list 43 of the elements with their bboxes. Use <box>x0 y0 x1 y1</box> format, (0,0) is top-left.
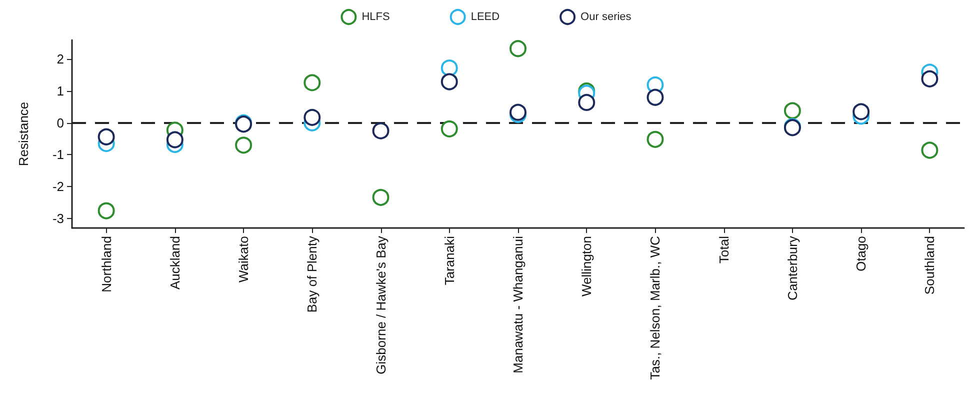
point <box>646 130 664 148</box>
point <box>372 188 390 206</box>
legend-label: HLFS <box>362 11 390 23</box>
legend-label: LEED <box>470 11 500 23</box>
point <box>578 94 596 111</box>
point <box>510 40 526 58</box>
x-tick-label: Auckland <box>167 236 182 290</box>
x-tick-label: Waikato <box>236 236 252 282</box>
point <box>372 122 390 140</box>
x-tick-label: Northland <box>98 236 114 292</box>
y-tick-label: -3 <box>52 210 64 226</box>
x-tick-label: Manawatu - Whanganui <box>510 236 526 374</box>
legend-label: Our series <box>580 11 632 23</box>
y-tick-label: 2 <box>56 52 64 67</box>
point <box>235 136 252 154</box>
x-tick-label: Otago <box>854 236 869 272</box>
x-tick-label: Total <box>716 236 732 264</box>
point <box>440 73 458 90</box>
y-tick-label: -2 <box>52 179 64 194</box>
point <box>646 88 664 106</box>
y-axis-title: Resistance <box>16 102 31 166</box>
x-tick-label: Taranaki <box>442 236 457 286</box>
point <box>921 142 938 159</box>
point <box>98 202 115 220</box>
y-tick-label: 0 <box>56 115 64 130</box>
point <box>304 108 321 126</box>
point <box>921 70 938 88</box>
y-tick-label: -1 <box>52 147 64 162</box>
point <box>304 74 321 92</box>
point <box>852 103 870 120</box>
x-tick-label: Southland <box>922 236 938 295</box>
x-tick-label: Tas., Nelson, Marlb., WC <box>648 236 663 380</box>
x-tick-label: Canterbury <box>784 236 800 300</box>
point <box>166 131 184 148</box>
point <box>784 102 801 120</box>
point <box>98 128 115 146</box>
x-tick-label: Gisborne / Hawke's Bay <box>373 236 388 374</box>
y-tick-label: 1 <box>56 83 64 98</box>
x-tick-label: Bay of Plenty <box>304 236 320 313</box>
point <box>440 120 458 138</box>
x-tick-label: Wellington <box>579 236 594 296</box>
point <box>510 104 526 121</box>
point <box>440 60 458 77</box>
